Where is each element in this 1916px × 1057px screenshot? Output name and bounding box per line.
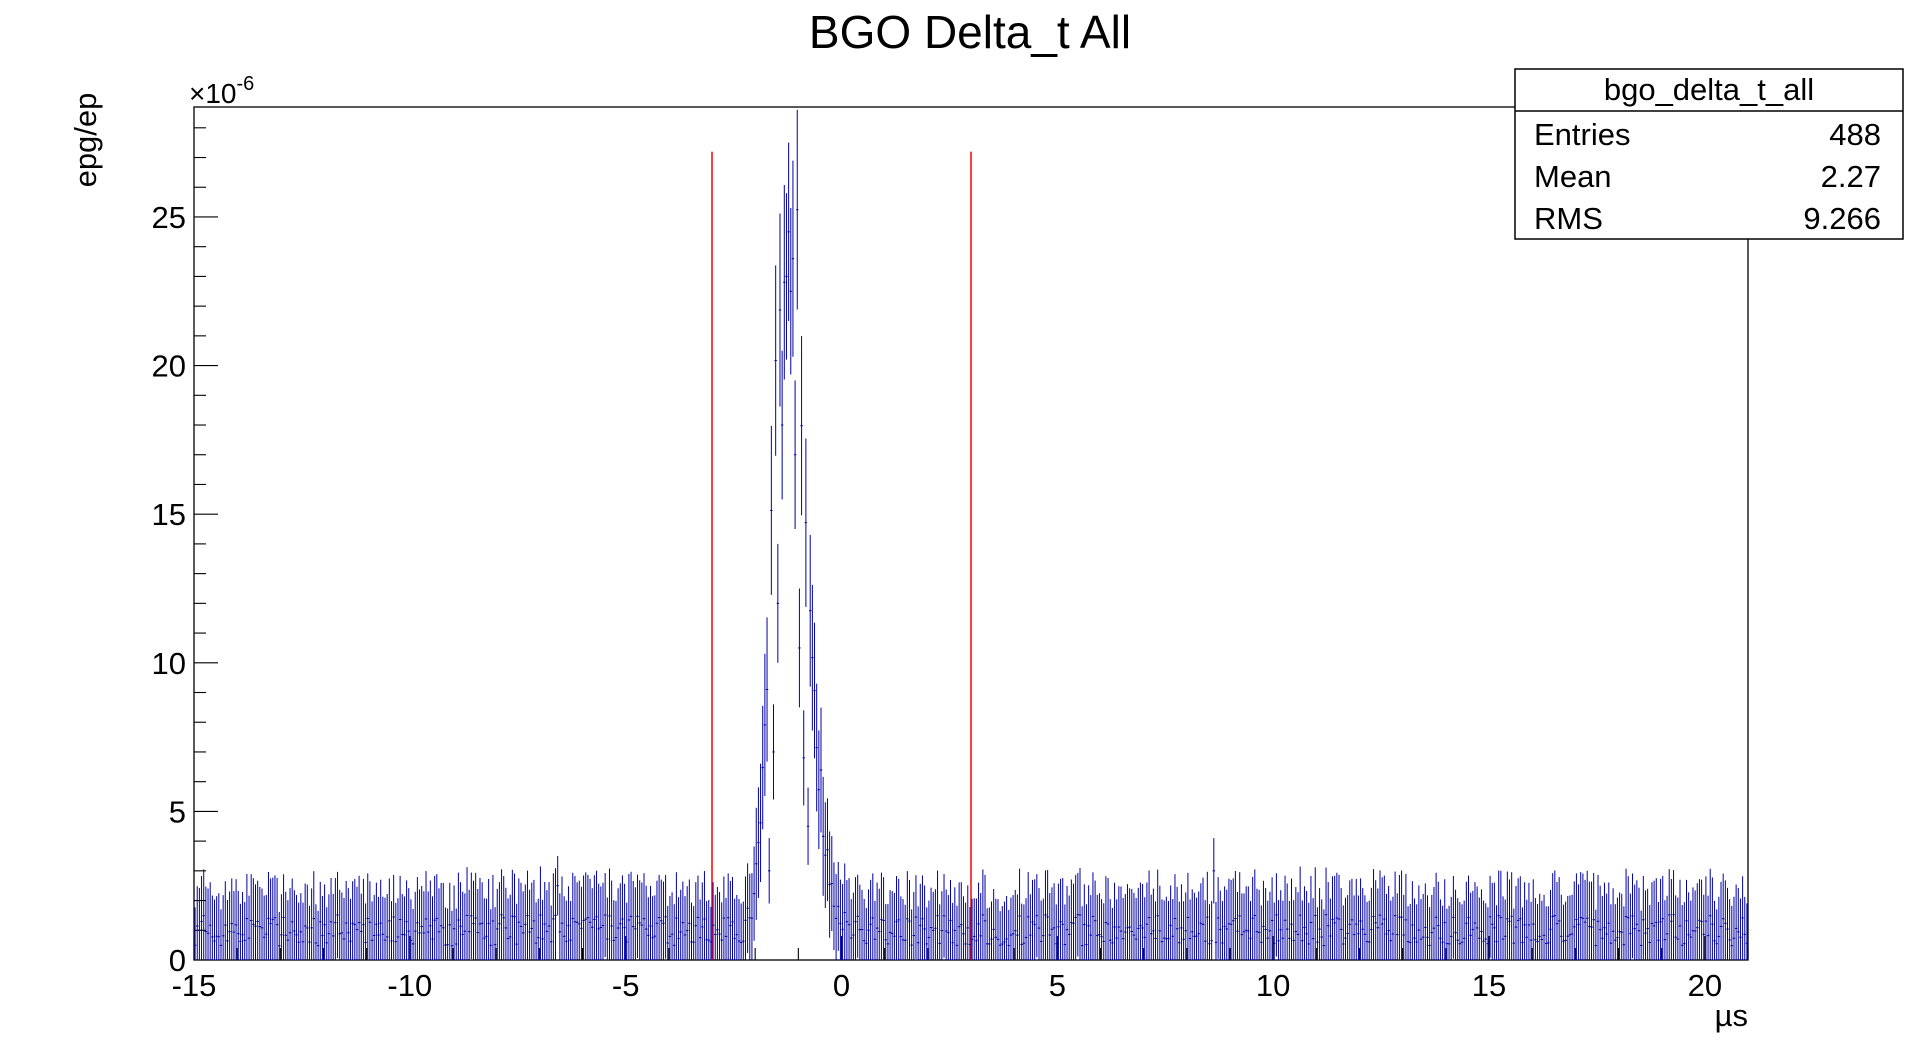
x-tick-label: 5 xyxy=(1049,968,1066,1003)
y-tick-label: 20 xyxy=(152,349,186,384)
y-tick-label: 25 xyxy=(152,200,186,235)
x-tick-label: 0 xyxy=(833,968,850,1003)
y-axis-multiplier-exponent: -6 xyxy=(237,73,255,95)
stats-entries-value: 488 xyxy=(1829,117,1881,152)
x-tick-label: 20 xyxy=(1688,968,1722,1003)
y-axis-multiplier: ×10-6 xyxy=(189,73,254,109)
stats-mean-label: Mean xyxy=(1534,159,1612,194)
x-axis-label: µs xyxy=(1715,998,1748,1033)
x-axis: -15 -10 -5 0 5 10 15 20 xyxy=(172,936,1749,1003)
statistics-box-title: bgo_delta_t_all xyxy=(1604,72,1814,107)
stats-entries-label: Entries xyxy=(1534,117,1630,152)
selection-cut-lines xyxy=(711,151,972,960)
y-axis-multiplier-base: ×10 xyxy=(189,78,237,109)
statistics-box: bgo_delta_t_all Entries 488 Mean 2.27 RM… xyxy=(1514,68,1904,240)
x-tick-label: -10 xyxy=(387,968,432,1003)
x-tick-label: -15 xyxy=(172,968,217,1003)
x-tick-label: -5 xyxy=(612,968,640,1003)
stats-rms-label: RMS xyxy=(1534,201,1603,236)
stats-rms-value: 9.266 xyxy=(1803,201,1881,236)
y-tick-label: 5 xyxy=(169,794,186,829)
y-tick-label: 10 xyxy=(152,646,186,681)
x-tick-label: 10 xyxy=(1256,968,1290,1003)
y-axis: 0 5 10 15 20 25 xyxy=(152,127,218,978)
y-tick-label: 0 xyxy=(169,943,186,978)
statistics-box-frame xyxy=(1514,68,1904,240)
histogram-series xyxy=(193,109,1749,960)
chart-title: BGO Delta_t All xyxy=(809,6,1131,58)
y-axis-label: epg/ep xyxy=(68,93,103,188)
y-tick-label: 15 xyxy=(152,497,186,532)
stats-mean-value: 2.27 xyxy=(1821,159,1881,194)
x-tick-label: 15 xyxy=(1472,968,1506,1003)
